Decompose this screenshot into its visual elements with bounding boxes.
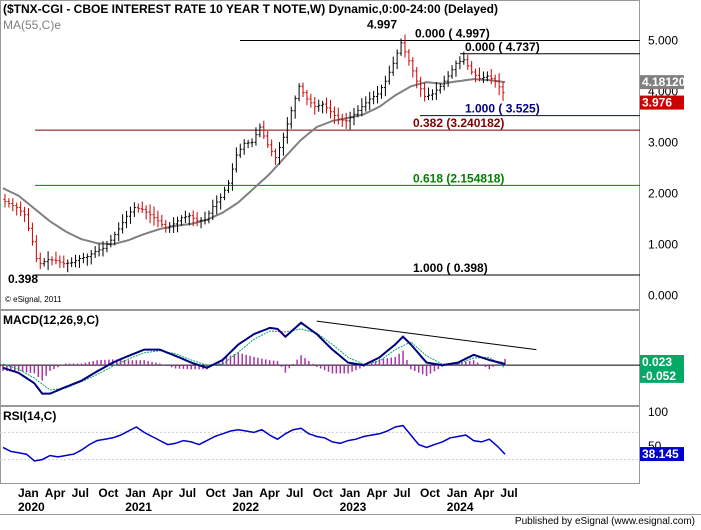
time-axis-label: Jan (447, 486, 468, 500)
footer-bar: Published by eSignal (www.esignal.com) (0, 514, 701, 530)
extreme-value-label: 4.997 (367, 18, 397, 32)
time-axis-label: Oct (206, 486, 226, 500)
macd-value-badge-bg (640, 354, 684, 369)
fib-level-label: 0.000 ( 4.997) (415, 27, 490, 41)
rsi-value-badge: 38.145 (642, 447, 679, 461)
macd-panel[interactable] (0, 310, 640, 406)
time-axis-label: Apr (366, 486, 387, 500)
time-axis-label: Oct (420, 486, 440, 500)
macd-signal-value-badge: -0.052 (642, 369, 676, 383)
last-price-badge: 3.976 (642, 96, 672, 110)
price-tick-label: 3.000 (648, 135, 678, 149)
time-axis-label: Jan (125, 486, 146, 500)
time-axis-label: Apr (152, 486, 173, 500)
time-axis-label: Jan (232, 486, 253, 500)
macd-signal-line (2, 328, 506, 391)
macd-trendline (316, 320, 537, 351)
time-axis-label: Jul (179, 486, 196, 500)
rsi-tick-label: 100 (648, 405, 668, 419)
ma-label: MA(55,C)e (3, 18, 61, 32)
time-axis-year: 2021 (125, 500, 152, 514)
fib-level-label: 1.000 ( 0.398) (413, 261, 488, 275)
fib-level-label: 1.000 ( 3.525) (465, 102, 540, 116)
value-badges: 4.181206 3.976 0.023-0.052 38.145 (640, 75, 692, 462)
time-axis-label: Oct (98, 486, 118, 500)
price-tick-label: 5.000 (648, 33, 678, 47)
macd-signal-value-badge-bg (640, 368, 684, 383)
rsi-label: RSI(14,C) (3, 409, 56, 423)
ma-value-badge: 4.181206 (642, 75, 692, 89)
time-axis-label: Jul (500, 486, 517, 500)
time-axis-label: Apr (259, 486, 280, 500)
fib-level-label: 0.382 (3.240182) (413, 116, 504, 130)
price-panel[interactable] (0, 0, 640, 310)
chart-canvas[interactable]: ($TNX-CGI - CBOE INTEREST RATE 10 YEAR T… (0, 0, 701, 514)
ma-line (2, 78, 506, 246)
time-axis-label: Apr (45, 486, 66, 500)
macd-line (2, 321, 506, 395)
publisher-credit: Published by eSignal (www.esignal.com) (514, 516, 695, 527)
price-tick-label: 1.000 (648, 237, 678, 251)
price-tick-label: 0.000 (648, 288, 678, 302)
price-candles (3, 34, 505, 273)
time-axis-label: Oct (313, 486, 333, 500)
time-axis-year: 2020 (18, 500, 45, 514)
extreme-value-label: 0.398 (8, 272, 38, 286)
time-axis-label: Jul (286, 486, 303, 500)
last-price-badge-bg (640, 95, 684, 110)
copyright-text: © eSignal, 2011 (5, 295, 62, 304)
macd-series (0, 320, 640, 395)
macd-value-badge: 0.023 (642, 355, 672, 369)
macd-label: MACD(12,26,9,C) (3, 313, 99, 327)
time-axis-label: Apr (474, 486, 495, 500)
rsi-line (2, 424, 506, 462)
time-axis-year: 2024 (447, 500, 474, 514)
fib-level-label: 0.618 (2.154818) (413, 171, 504, 185)
fib-level-label: 0.000 ( 4.737) (465, 40, 540, 54)
rsi-panel[interactable] (0, 406, 640, 484)
price-tick-label: 2.000 (648, 186, 678, 200)
ma-value-badge-bg (640, 75, 684, 90)
time-axis-year: 2022 (232, 500, 259, 514)
time-axis-label: Jul (72, 486, 89, 500)
time-axis-label: Jul (393, 486, 410, 500)
moving-average (2, 78, 506, 246)
time-axis-year: 2023 (340, 500, 367, 514)
rsi-value-badge-bg (640, 447, 684, 462)
time-axis-label: Jan (340, 486, 361, 500)
chart-title: ($TNX-CGI - CBOE INTEREST RATE 10 YEAR T… (3, 2, 498, 16)
time-axis-label: Jan (18, 486, 39, 500)
fibonacci-levels: 0.000 ( 4.997)0.000 ( 4.737) 1.000 ( 3.52… (8, 18, 640, 286)
